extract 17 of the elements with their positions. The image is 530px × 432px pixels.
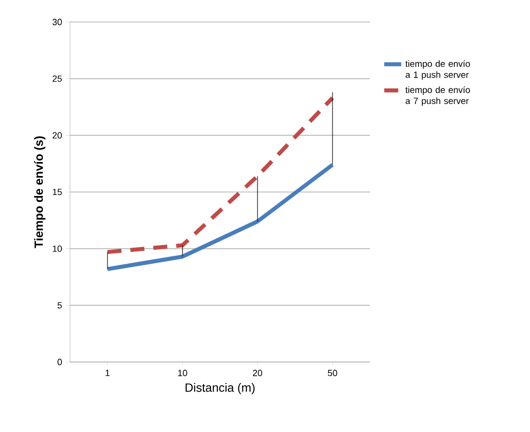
y-tick-label: 10 <box>52 245 62 252</box>
y-tick-label: 15 <box>52 188 62 196</box>
legend-label: tiempo de envío a 1 push server <box>405 60 470 80</box>
y-tick-label: 20 <box>52 132 62 139</box>
x-tick-label: 1 <box>106 370 110 376</box>
x-axis-title: Distancia (m) <box>186 383 255 394</box>
y-axis-title: Tiempo de envío (s) <box>34 136 46 248</box>
x-tick-label: 20 <box>252 370 262 376</box>
legend-label: tiempo de envío a 7 push server <box>405 86 470 106</box>
line-series <box>106 162 335 272</box>
y-tick-label: 0 <box>58 358 62 366</box>
line-series <box>106 96 335 254</box>
x-tick-label: 50 <box>328 370 338 376</box>
y-tick-label: 25 <box>52 75 62 82</box>
x-tick-label: 10 <box>178 370 188 376</box>
y-tick-label: 30 <box>52 18 62 26</box>
y-tick-label: 5 <box>58 302 62 308</box>
